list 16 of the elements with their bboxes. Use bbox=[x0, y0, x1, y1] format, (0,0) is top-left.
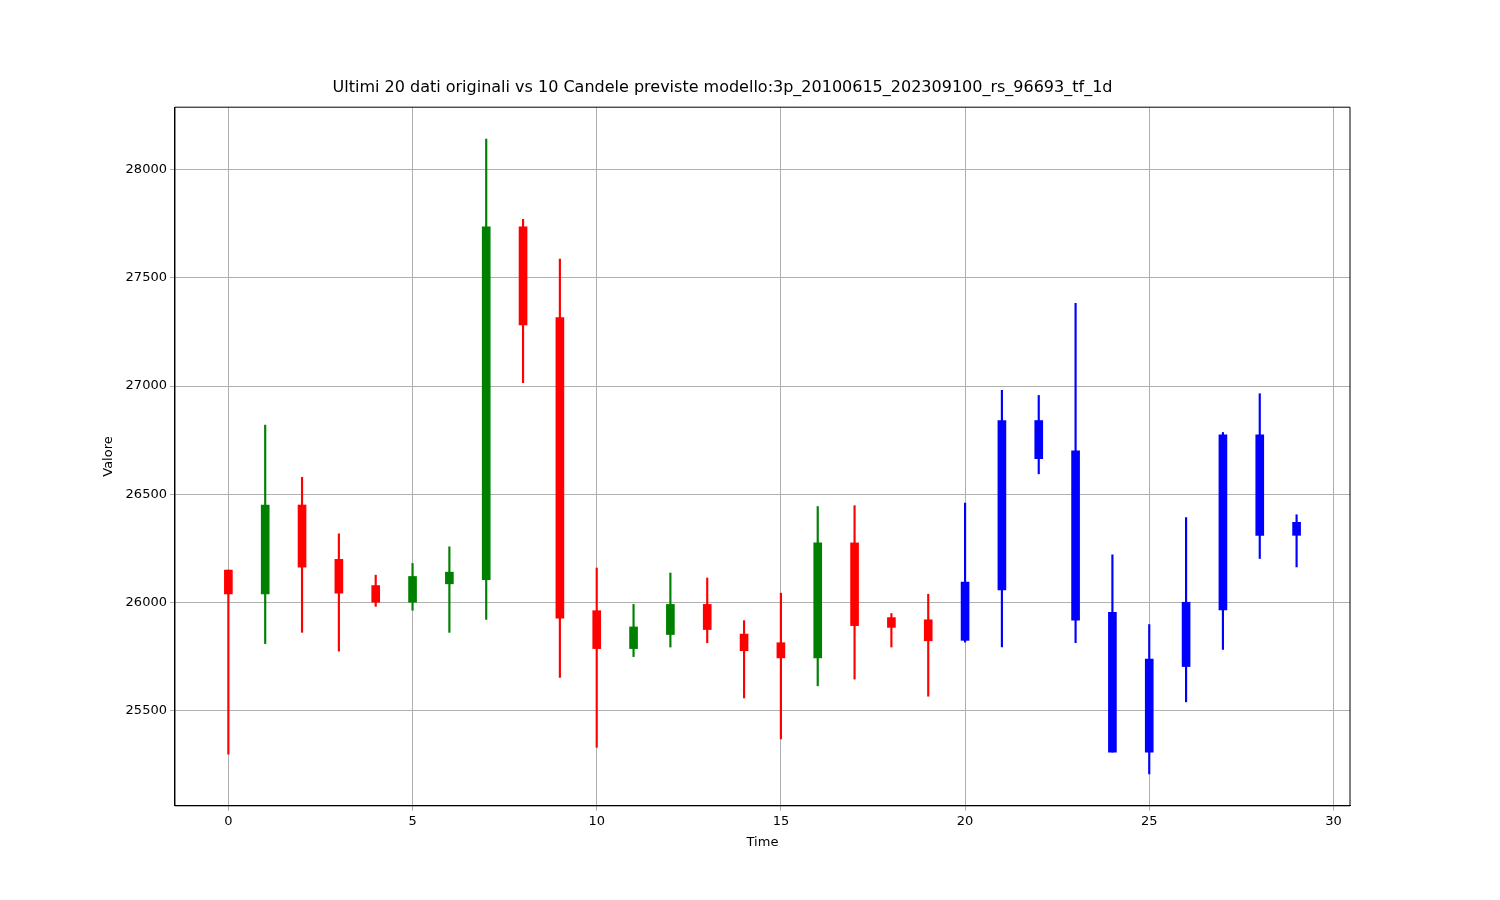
x-tick-label: 15 bbox=[772, 812, 790, 828]
y-tick-label: 25500 bbox=[125, 702, 167, 718]
x-axis-title: Time bbox=[745, 833, 779, 849]
x-tick-label: 25 bbox=[1140, 812, 1158, 828]
y-tick-label: 27500 bbox=[125, 269, 167, 285]
x-tick-label: 30 bbox=[1325, 812, 1342, 828]
x-tick-label: 10 bbox=[588, 812, 605, 828]
y-tick-label: 28000 bbox=[125, 160, 167, 176]
x-tick-label: 0 bbox=[224, 812, 233, 828]
y-tick-label: 27000 bbox=[125, 377, 167, 393]
chart-title: Ultimi 20 dati originali vs 10 Candele previste modello:3p_20100615_202309100_rs_96693_tf_1d bbox=[332, 76, 1113, 97]
x-tick-label: 20 bbox=[956, 812, 974, 828]
y-tick-label: 26000 bbox=[125, 594, 167, 610]
y-axis-title: Valore bbox=[100, 436, 116, 477]
x-tick-label: 5 bbox=[408, 812, 417, 828]
y-tick-label: 26500 bbox=[125, 485, 167, 501]
